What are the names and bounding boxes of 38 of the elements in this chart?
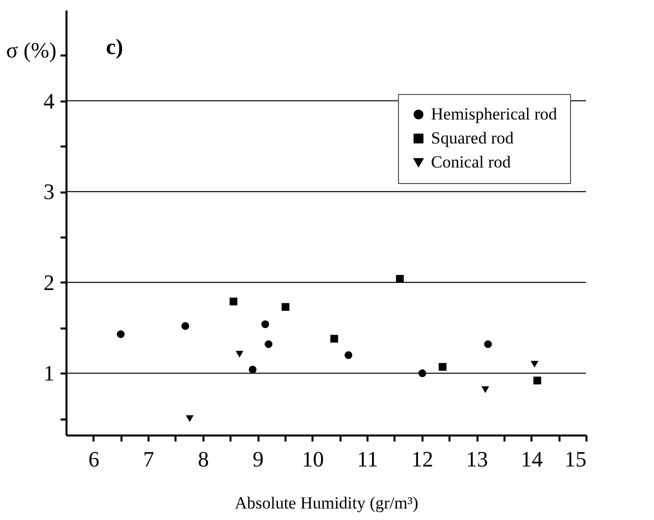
- x-tick-label: 8: [198, 446, 209, 472]
- x-axis-title: Absolute Humidity (gr/m³): [234, 494, 418, 512]
- point: [248, 366, 257, 374]
- x-tick-label: 7: [143, 446, 154, 472]
- point: [186, 415, 194, 422]
- point: [230, 298, 238, 306]
- point: [236, 350, 244, 358]
- legend-label: Conical rod: [431, 152, 512, 172]
- y-tick-label: 3: [44, 179, 54, 204]
- legend-label: Squared rod: [431, 128, 514, 148]
- x-tick-label: 10: [302, 446, 324, 472]
- point: [181, 322, 190, 330]
- x-tick-label: 9: [252, 446, 264, 472]
- point: [344, 351, 352, 359]
- y-axis-title: σ (%): [6, 38, 56, 62]
- point: [484, 340, 492, 348]
- point: [481, 386, 490, 393]
- point: [116, 330, 125, 338]
- annotation: c): [106, 34, 124, 59]
- point: [396, 274, 404, 283]
- y-tick-label: 4: [44, 88, 54, 114]
- x-tick-label: 14: [520, 446, 543, 472]
- point: [261, 320, 270, 328]
- x-tick-label: 11: [356, 446, 378, 472]
- y-tick-label: 2: [44, 270, 54, 295]
- point: [533, 376, 542, 384]
- x-tick-label: 13: [466, 446, 488, 472]
- point: [418, 369, 426, 378]
- x-tick-label: 15: [564, 446, 586, 472]
- point: [330, 334, 338, 343]
- x-tick-label: 6: [88, 446, 100, 472]
- point: [282, 303, 290, 311]
- legend-label: Hemispherical rod: [431, 104, 558, 124]
- point: [438, 363, 446, 371]
- x-tick-label: 12: [411, 446, 434, 472]
- point: [530, 360, 538, 368]
- y-tick-label: 1: [44, 360, 54, 386]
- point: [264, 340, 272, 348]
